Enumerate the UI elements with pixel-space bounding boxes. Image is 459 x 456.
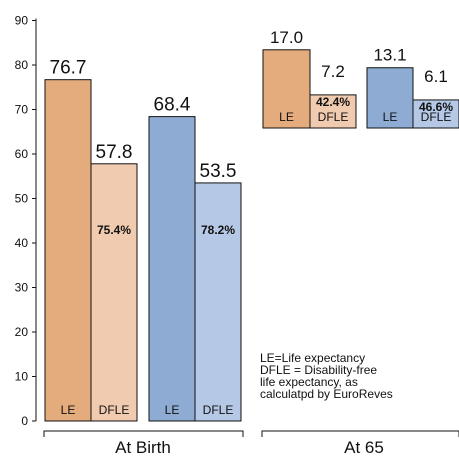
age65-bar-tag: LE <box>383 110 398 124</box>
birth-bar-tag: LE <box>165 403 180 417</box>
age65-pct-label: 42.4% <box>316 95 350 109</box>
note-line: LE=Life expectancy <box>260 351 365 365</box>
birth-bar-tag: DFLE <box>99 403 130 417</box>
birth-pct-label: 75.4% <box>97 223 131 237</box>
age65-value-label: 6.1 <box>424 67 448 86</box>
birth-value-label: 76.7 <box>50 58 87 79</box>
age65-bar-tag: DFLE <box>318 110 349 124</box>
age65-bar-tag: DFLE <box>421 110 452 124</box>
group-bracket <box>43 430 244 437</box>
note-line: DFLE = Disability-free <box>260 363 377 377</box>
y-tick-label: 30 <box>15 281 29 295</box>
age65-bar-le <box>262 49 311 129</box>
age65-pct-label: 46.6% <box>419 100 453 114</box>
age65-value-label: 17.0 <box>270 28 303 47</box>
birth-bar-tag: LE <box>61 403 76 417</box>
birth-bar-dfle <box>194 182 242 422</box>
birth-value-label: 57.8 <box>96 142 133 163</box>
at-birth-bars: 76.7 LE 57.8 DFLE 75.4% 68.4 LE 53.5 DFLE 78.2% <box>44 58 242 422</box>
y-tick-label: 60 <box>15 147 29 161</box>
birth-bar-tag: DFLE <box>203 403 234 417</box>
age65-bar-le <box>366 67 414 129</box>
y-tick-label: 50 <box>15 192 29 206</box>
at-65-label: At 65 <box>344 438 384 456</box>
y-tick-label: 80 <box>15 58 29 72</box>
y-tick-label: 70 <box>15 103 29 117</box>
y-tick-label: 20 <box>15 325 29 339</box>
y-tick-label: 40 <box>15 236 29 250</box>
y-tick-label: 90 <box>15 14 29 28</box>
age65-bar-dfle <box>412 99 459 129</box>
birth-pct-label: 78.2% <box>201 223 235 237</box>
at-birth-label: At Birth <box>115 438 171 456</box>
age65-value-label: 13.1 <box>373 46 406 65</box>
age65-bar-dfle <box>309 94 357 129</box>
group-bracket <box>261 430 459 437</box>
y-axis: 0 10 20 30 40 50 60 70 80 90 <box>15 14 37 428</box>
age65-value-label: 7.2 <box>321 62 345 81</box>
birth-bar-le <box>44 79 92 422</box>
group-brackets: At Birth At 65 <box>43 430 459 456</box>
y-tick-label: 10 <box>15 370 29 384</box>
age65-bar-tag: LE <box>279 110 294 124</box>
y-tick-label: 0 <box>21 414 28 428</box>
note-line: calculatpd by EuroReves <box>260 387 393 401</box>
birth-bar-le <box>148 116 196 422</box>
birth-value-label: 53.5 <box>200 161 237 182</box>
birth-bar-dfle <box>90 163 138 422</box>
note-line: life expectancy, as <box>260 375 358 389</box>
birth-value-label: 68.4 <box>154 95 191 116</box>
